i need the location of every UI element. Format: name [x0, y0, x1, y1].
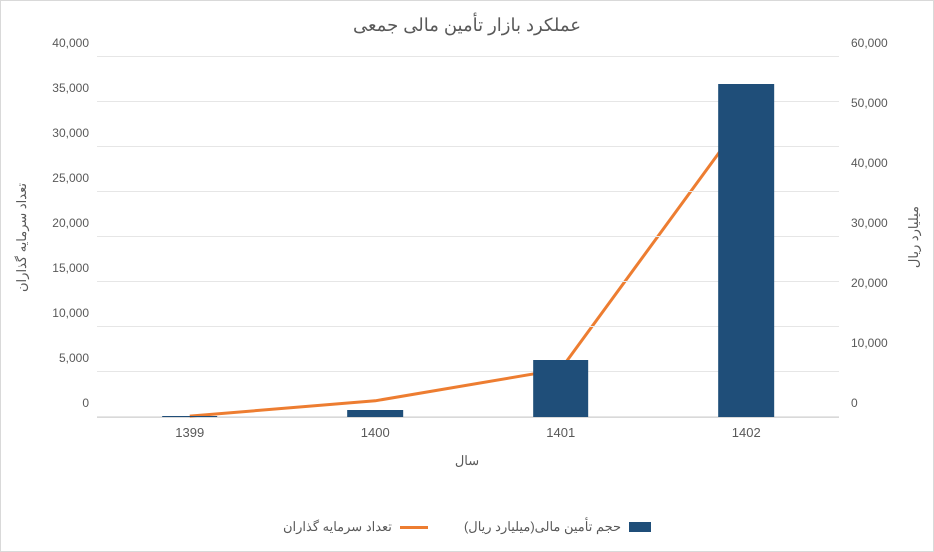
y-right-tick: 50,000 — [851, 96, 934, 110]
y-left-tick: 15,000 — [1, 261, 89, 275]
legend-label-line: تعداد سرمایه گذاران — [283, 519, 392, 535]
x-tick-labels: 1399 1400 1401 1402 — [97, 421, 837, 445]
chart-container: عملکرد بازار تأمین مالی جمعی تعداد سرمای… — [0, 0, 934, 552]
x-tick: 1401 — [546, 425, 575, 440]
y-left-tick: 35,000 — [1, 81, 89, 95]
gridline — [97, 56, 839, 57]
legend-label-bar: حجم تأمین مالی(میلیارد ریال) — [464, 519, 621, 535]
bar — [718, 84, 774, 417]
bar — [533, 360, 589, 417]
y-left-tick: 30,000 — [1, 126, 89, 140]
y-right-tick: 60,000 — [851, 36, 934, 50]
y-right-tick: 20,000 — [851, 276, 934, 290]
y-right-tick: 30,000 — [851, 216, 934, 230]
x-axis-title: سال — [1, 453, 933, 469]
y-left-tick: 5,000 — [1, 351, 89, 365]
y-right-tick: 10,000 — [851, 336, 934, 350]
x-tick: 1399 — [175, 425, 204, 440]
legend-swatch-bar — [629, 522, 651, 532]
bar — [162, 416, 218, 417]
y-left-tick: 0 — [1, 396, 89, 410]
legend-item-line: تعداد سرمایه گذاران — [283, 519, 428, 535]
legend-item-bar: حجم تأمین مالی(میلیارد ریال) — [464, 519, 651, 535]
y-left-tick: 10,000 — [1, 306, 89, 320]
y-left-tick: 40,000 — [1, 36, 89, 50]
bar — [347, 410, 403, 417]
x-tick: 1402 — [732, 425, 761, 440]
legend-swatch-line — [400, 526, 428, 529]
y-left-tick-labels: 0 5,000 10,000 15,000 20,000 25,000 30,000 35,0… — [1, 57, 89, 417]
legend: حجم تأمین مالی(میلیارد ریال) تعداد سرمای… — [1, 519, 933, 535]
plot-area — [97, 57, 839, 418]
y-left-tick: 25,000 — [1, 171, 89, 185]
y-right-tick: 40,000 — [851, 156, 934, 170]
y-right-tick-labels: 010,00020,00030,00040,00050,00060,000 — [845, 57, 933, 417]
y-left-tick: 20,000 — [1, 216, 89, 230]
chart-title: عملکرد بازار تأمین مالی جمعی — [1, 15, 933, 36]
x-tick: 1400 — [361, 425, 390, 440]
y-right-tick: 0 — [851, 396, 934, 410]
